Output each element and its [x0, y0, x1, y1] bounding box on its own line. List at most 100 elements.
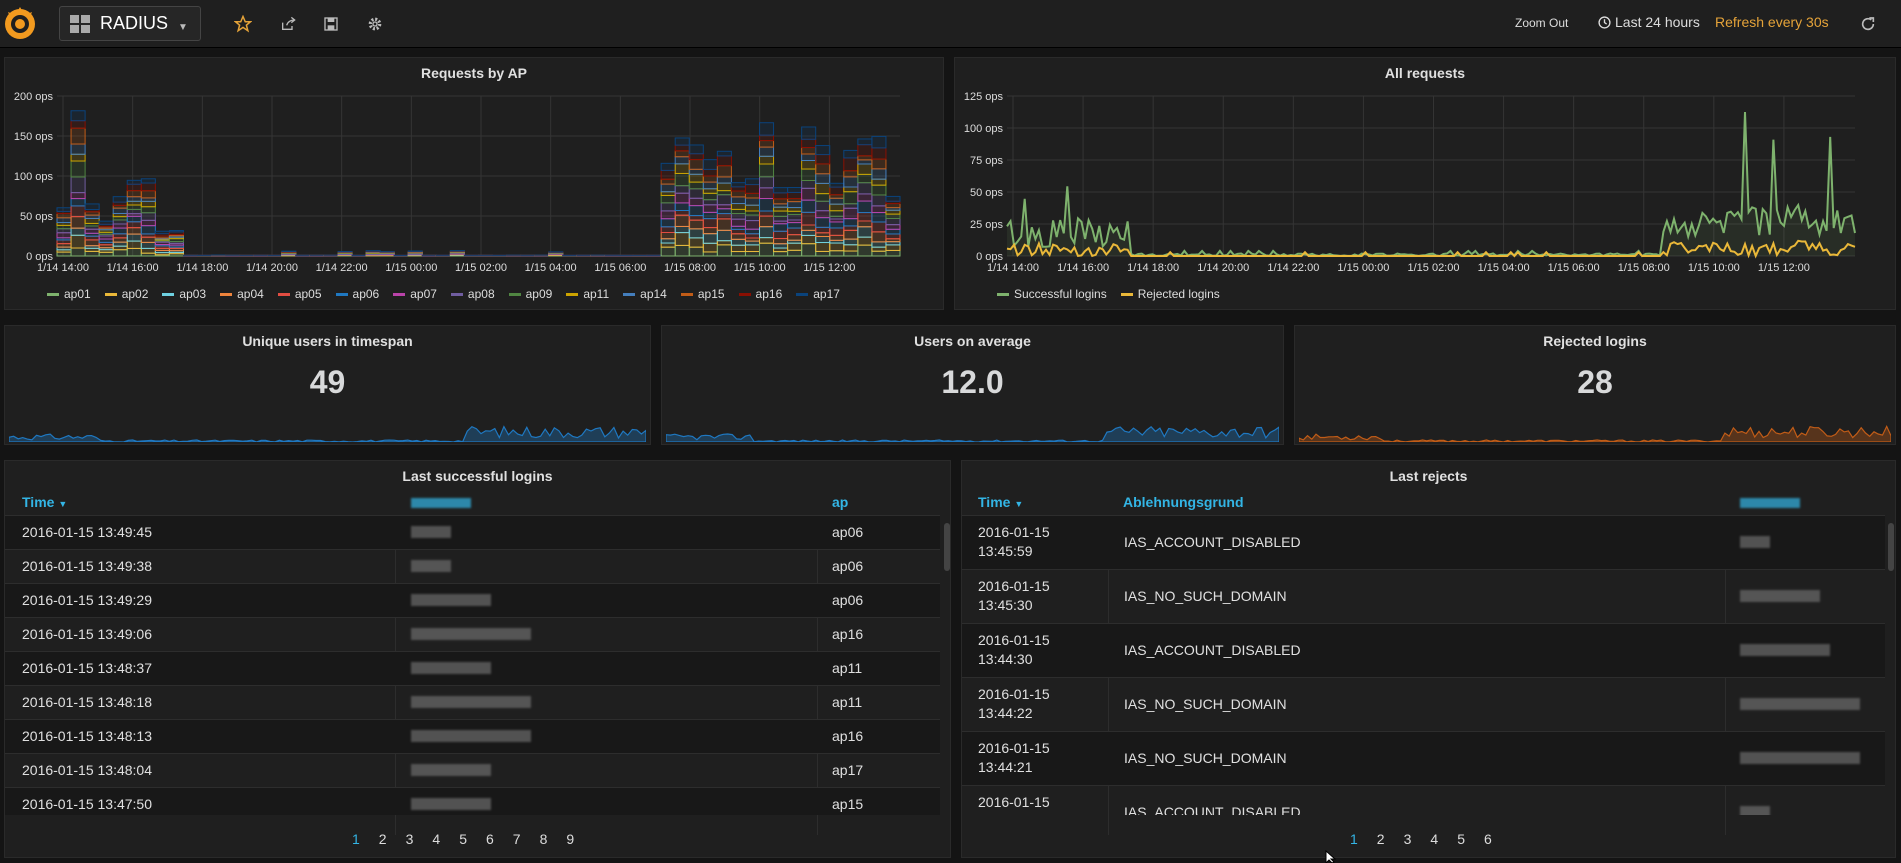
page-link[interactable]: 4 — [1430, 831, 1439, 847]
x-tick-label: 1/14 18:00 — [1127, 262, 1179, 274]
cell-date: 2016-01-15 — [978, 578, 1050, 594]
page-link[interactable]: 4 — [432, 831, 441, 847]
legend-item[interactable]: ap04 — [220, 287, 264, 301]
table-row[interactable]: 2016-01-15 13:48:04 ap17 — [5, 753, 940, 787]
page-link[interactable]: 5 — [1457, 831, 1465, 847]
redacted-user-cell — [1740, 644, 1830, 656]
sparkline-area — [9, 425, 646, 442]
table-row[interactable]: 2016-01-15 13:48:18 ap11 — [5, 685, 940, 719]
table-scrollbar[interactable] — [1888, 523, 1894, 571]
all-requests-panel: All requests 125 ops 100 ops 75 ops 50 ops 2… — [954, 57, 1896, 310]
bar-segment — [730, 228, 746, 235]
legend-item[interactable]: ap14 — [623, 287, 667, 301]
page-link[interactable]: 8 — [539, 831, 548, 847]
time-picker[interactable]: Last 24 hours — [1598, 14, 1700, 30]
save-icon[interactable] — [318, 11, 344, 37]
legend-item[interactable]: Rejected logins — [1120, 287, 1220, 301]
table-row[interactable]: 2016-01-15 13:45:30 IAS_NO_SUCH_DOMAIN — [962, 569, 1885, 623]
cell-time: 2016-01-15 13:48:18 — [22, 694, 152, 710]
table-scrollbar[interactable] — [944, 523, 950, 571]
table-row[interactable]: 2016-01-15 13:49:29 ap06 — [5, 583, 940, 617]
x-tick-label: 1/15 00:00 — [1337, 262, 1389, 274]
bar-segment — [126, 233, 142, 242]
legend-item[interactable]: ap01 — [47, 287, 91, 301]
bar-segment — [787, 201, 803, 209]
bar-segment — [56, 224, 72, 230]
page-link[interactable]: 1 — [1350, 831, 1358, 847]
bar-segment — [815, 200, 831, 212]
bar-segment — [759, 226, 775, 239]
refresh-interval-label[interactable]: Refresh every 30s — [1715, 14, 1829, 30]
table-row[interactable]: 2016-01-15 13:49:38 ap06 — [5, 549, 940, 583]
bar-segment — [660, 162, 676, 171]
redacted-column-header[interactable] — [1740, 498, 1800, 508]
bar-segment — [815, 182, 831, 195]
cell-time: 2016-01-15 13:49:38 — [22, 558, 152, 574]
table-row[interactable]: 2016-01-15 13:49:06 ap16 — [5, 617, 940, 651]
bar-segment — [674, 172, 690, 187]
page-link[interactable]: 2 — [378, 831, 387, 847]
table-row[interactable]: 2016-01-15 13:45:59 IAS_ACCOUNT_DISABLED — [962, 515, 1885, 569]
page-link[interactable]: 6 — [1483, 831, 1492, 847]
page-link[interactable]: 3 — [1403, 831, 1412, 847]
legend-item[interactable]: ap03 — [162, 287, 206, 301]
table-body: 2016-01-15 13:45:59 IAS_ACCOUNT_DISABLED 20… — [962, 515, 1885, 815]
table-row[interactable]: 2016-01-15 13:49:45 ap06 — [5, 515, 940, 549]
table-row[interactable]: 2016-01-15 13:43:50 IAS_ACCOUNT_DISABLED — [962, 785, 1885, 815]
redacted-column-header[interactable] — [411, 498, 471, 508]
legend-item[interactable]: ap09 — [508, 287, 552, 301]
bar-segment — [801, 234, 817, 245]
dashboard-picker-button[interactable]: RADIUS ▼ — [59, 6, 201, 41]
share-icon[interactable] — [275, 11, 301, 37]
bar-segment — [871, 184, 887, 196]
table-row[interactable]: 2016-01-15 13:47:50 ap15 — [5, 787, 940, 815]
table-row[interactable]: 2016-01-15 13:48:37 ap11 — [5, 651, 940, 685]
page-link[interactable]: 3 — [405, 831, 414, 847]
bar-segment — [759, 242, 775, 257]
column-header-ablehnungsgrund[interactable]: Ablehnungsgrund — [1123, 494, 1244, 510]
legend-item[interactable]: ap06 — [335, 287, 379, 301]
refresh-icon[interactable] — [1855, 11, 1881, 37]
table-row[interactable]: 2016-01-15 13:44:21 IAS_NO_SUCH_DOMAIN — [962, 731, 1885, 785]
page-link[interactable]: 6 — [485, 831, 494, 847]
legend-item[interactable]: ap17 — [796, 287, 840, 301]
bar-segment — [815, 235, 831, 244]
y-tick-label: 125 ops — [964, 91, 1004, 103]
panel-title: Last rejects — [1389, 468, 1468, 484]
time-range-label: Last 24 hours — [1615, 14, 1700, 30]
page-link[interactable]: 7 — [512, 831, 521, 847]
table-row[interactable]: 2016-01-15 13:44:30 IAS_ACCOUNT_DISABLED — [962, 623, 1885, 677]
page-link[interactable]: 2 — [1376, 831, 1385, 847]
bar-segment — [716, 218, 732, 231]
bar-segment — [829, 186, 845, 196]
bar-segment — [843, 238, 859, 246]
table-row[interactable]: 2016-01-15 13:44:22 IAS_NO_SUCH_DOMAIN — [962, 677, 1885, 731]
column-header-time[interactable]: Time ▼ — [22, 494, 68, 510]
bar-segment — [829, 194, 845, 199]
star-icon[interactable] — [230, 11, 256, 37]
bar-segment — [857, 159, 873, 165]
legend-item[interactable]: ap05 — [277, 287, 322, 301]
page-link[interactable]: 9 — [566, 831, 575, 847]
column-header-time[interactable]: Time ▼ — [978, 494, 1024, 510]
gear-icon[interactable] — [362, 11, 388, 37]
grafana-logo-icon[interactable] — [0, 2, 40, 44]
page-link[interactable]: 1 — [352, 831, 360, 847]
legend-item[interactable]: ap16 — [738, 287, 782, 301]
legend-item[interactable]: ap15 — [680, 287, 725, 301]
bar-segment — [843, 250, 859, 257]
legend-item[interactable]: Successful logins — [997, 287, 1107, 301]
legend-item[interactable]: ap08 — [450, 287, 495, 301]
table-row[interactable]: 2016-01-15 13:48:13 ap16 — [5, 719, 940, 753]
zoom-out-button[interactable]: Zoom Out — [1515, 16, 1569, 30]
bar-segment — [787, 222, 803, 229]
column-header-ap[interactable]: ap — [832, 494, 849, 510]
page-link[interactable]: 5 — [459, 831, 467, 847]
bar-segment — [857, 236, 873, 246]
legend-item[interactable]: ap11 — [566, 287, 609, 301]
legend-item[interactable]: ap02 — [104, 287, 148, 301]
bar-segment — [126, 227, 142, 235]
legend-item[interactable]: ap07 — [393, 287, 437, 301]
